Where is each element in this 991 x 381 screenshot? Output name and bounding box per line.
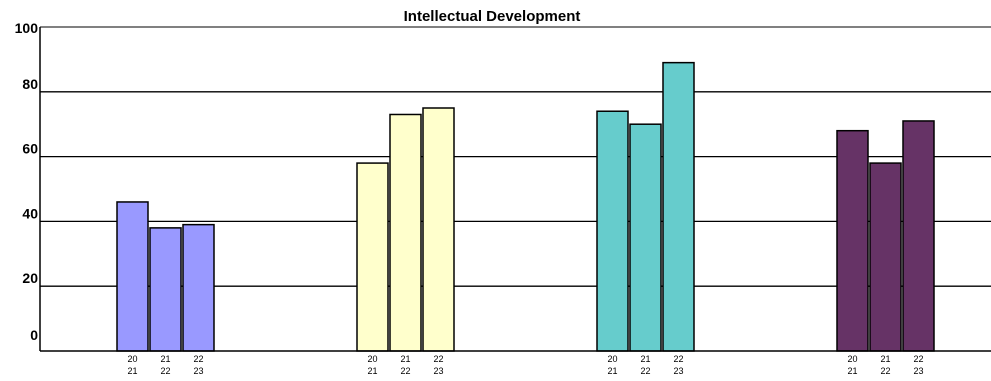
- bar: [182, 223, 215, 352]
- x-tick-label: 21: [640, 354, 650, 364]
- bars: [116, 61, 935, 352]
- bar: [149, 227, 182, 352]
- y-tick-label: 20: [22, 270, 38, 286]
- x-tick-label: 22: [673, 354, 683, 364]
- x-tick-label: 22: [160, 366, 170, 376]
- bar: [902, 120, 935, 352]
- x-tick-label: 20: [367, 354, 377, 364]
- chart-title: Intellectual Development: [404, 8, 581, 25]
- bar: [422, 107, 455, 352]
- x-tick-label: 21: [160, 354, 170, 364]
- x-tick-label: 22: [880, 366, 890, 376]
- x-tick-label: 22: [433, 354, 443, 364]
- x-tick-label: 20: [847, 354, 857, 364]
- y-tick-label: 80: [22, 76, 38, 92]
- x-tick-label: 21: [607, 366, 617, 376]
- bar: [836, 129, 869, 352]
- x-tick-label: 22: [400, 366, 410, 376]
- bar: [116, 201, 149, 352]
- x-tick-labels: 20 21 21 22 22 23 20 21 21 22 22 23 20 21 21 22 22 23 20 21…: [127, 354, 923, 376]
- x-tick-label: 21: [880, 354, 890, 364]
- x-tick-label: 21: [400, 354, 410, 364]
- axes: [39, 26, 991, 352]
- y-tick-label: 0: [30, 327, 38, 343]
- x-tick-label: 20: [127, 354, 137, 364]
- gridlines: [40, 91, 991, 287]
- x-tick-label: 23: [913, 366, 923, 376]
- bar-group-2: [356, 107, 455, 352]
- x-tick-label: 22: [193, 354, 203, 364]
- x-tick-label: 23: [433, 366, 443, 376]
- bar: [389, 113, 422, 352]
- bar: [356, 162, 389, 352]
- bar: [869, 162, 902, 352]
- y-tick-labels: 0 20 40 60 80 100: [15, 20, 39, 343]
- bar-group-1: [116, 201, 215, 352]
- x-tick-label: 22: [913, 354, 923, 364]
- x-tick-label: 21: [847, 366, 857, 376]
- bar: [662, 61, 695, 352]
- x-tick-label: 21: [127, 366, 137, 376]
- x-tick-label: 23: [673, 366, 683, 376]
- bar: [596, 110, 629, 352]
- bar-group-4: [836, 120, 935, 352]
- y-tick-label: 40: [22, 205, 38, 221]
- x-tick-label: 21: [367, 366, 377, 376]
- x-tick-label: 23: [193, 366, 203, 376]
- y-tick-label: 60: [22, 141, 38, 157]
- bar-group-3: [596, 61, 695, 352]
- x-tick-label: 22: [640, 366, 650, 376]
- x-tick-label: 20: [607, 354, 617, 364]
- y-tick-label: 100: [15, 20, 39, 36]
- bar: [629, 123, 662, 352]
